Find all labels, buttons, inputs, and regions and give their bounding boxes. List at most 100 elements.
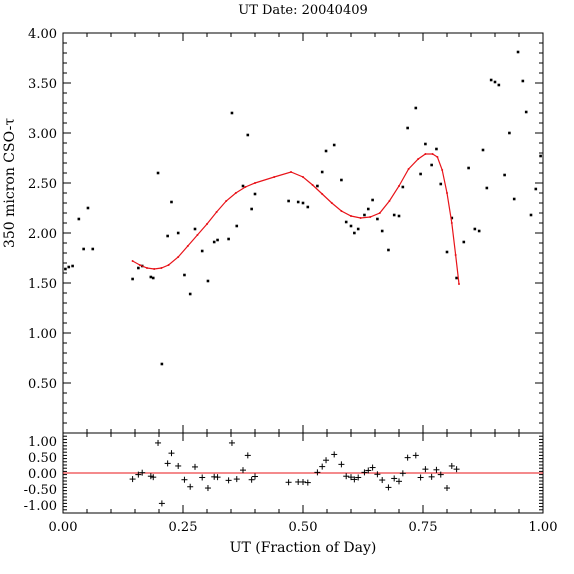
data-point — [524, 110, 528, 114]
data-point — [366, 207, 370, 211]
fit-point — [290, 171, 292, 173]
residual-point — [417, 474, 424, 481]
fit-point — [160, 267, 163, 269]
fit-point — [431, 153, 434, 155]
data-point — [497, 83, 501, 87]
residual-y-tick-label: 0.00 — [28, 467, 57, 482]
residual-point — [192, 463, 198, 470]
data-point — [493, 80, 497, 84]
residual-point — [433, 466, 440, 473]
data-point — [216, 238, 219, 242]
residual-point — [139, 469, 146, 476]
fit-point — [146, 267, 148, 269]
residual-point — [453, 466, 460, 473]
residual-point — [204, 485, 211, 492]
residual-point — [285, 479, 292, 486]
residual-point — [150, 474, 157, 481]
fit-point — [177, 256, 180, 258]
residual-point — [175, 462, 182, 469]
data-point — [160, 362, 164, 366]
fit-point — [273, 176, 276, 178]
data-point — [539, 154, 542, 158]
data-point — [206, 279, 210, 283]
residual-point — [369, 464, 376, 471]
fit-point — [417, 158, 420, 160]
data-point — [477, 229, 481, 233]
fit-point — [407, 168, 410, 170]
data-point — [344, 220, 348, 224]
data-point — [414, 106, 418, 110]
residual-point — [248, 476, 255, 483]
data-point — [455, 276, 458, 280]
residual-point — [233, 476, 240, 483]
fit-point — [311, 184, 314, 186]
data-point — [450, 216, 454, 220]
residual-point — [225, 477, 232, 484]
data-point — [250, 207, 253, 211]
residual-point — [314, 469, 321, 476]
fit-point — [244, 186, 247, 188]
data-point — [397, 214, 401, 218]
residual-point — [404, 454, 411, 461]
residual-point — [448, 462, 455, 469]
data-point — [212, 240, 216, 244]
residual-point — [158, 500, 165, 507]
residual-point — [240, 467, 246, 474]
residual-point — [300, 478, 306, 485]
fit-point — [350, 215, 352, 217]
data-point — [529, 213, 533, 217]
x-tick-label: 0.25 — [169, 520, 198, 535]
residual-point — [374, 471, 381, 478]
data-point — [77, 217, 81, 221]
fit-point — [186, 245, 189, 247]
residual-point — [164, 460, 171, 467]
data-point — [170, 200, 173, 204]
data-point — [406, 126, 409, 130]
residual-y-tick-label: 0.50 — [28, 451, 57, 466]
data-point — [521, 79, 525, 83]
fit-point — [446, 192, 448, 194]
y-tick-label: 1.00 — [28, 327, 57, 342]
data-point — [306, 205, 310, 209]
residual-point — [399, 470, 406, 477]
data-point — [363, 213, 366, 217]
residual-point — [323, 457, 330, 464]
residual-point — [252, 473, 258, 480]
fit-point — [458, 283, 460, 285]
data-point — [166, 234, 169, 238]
fit-point — [330, 202, 333, 204]
fit-point — [359, 217, 362, 219]
data-point — [392, 213, 396, 217]
data-point — [230, 111, 234, 115]
data-point — [246, 133, 250, 137]
residual-point — [181, 476, 188, 483]
data-point — [324, 149, 328, 153]
fit-point — [441, 169, 444, 171]
data-point — [320, 170, 324, 174]
chart-title: UT Date: 20040409 — [238, 3, 368, 18]
y-tick-label: 0.50 — [28, 377, 57, 392]
residual-point — [422, 466, 429, 473]
y-tick-label: 4.00 — [28, 27, 57, 42]
fit-point — [234, 192, 237, 194]
y-axis-label: 350 micron CSO-τ — [2, 118, 18, 248]
y-tick-label: 1.50 — [28, 277, 57, 292]
fit-curve — [132, 153, 460, 285]
data-point — [534, 187, 538, 191]
fit-point — [340, 210, 343, 212]
residual-point — [135, 471, 142, 478]
data-point — [419, 172, 422, 176]
data-point — [253, 192, 257, 196]
data-point — [376, 217, 379, 221]
data-point — [316, 184, 319, 188]
data-point — [353, 231, 356, 235]
data-point — [241, 184, 245, 188]
fit-point — [388, 200, 391, 202]
y-tick-label: 3.50 — [28, 77, 57, 92]
data-point — [508, 131, 511, 135]
data-point — [151, 276, 155, 280]
data-point — [503, 173, 506, 177]
fit-point — [321, 193, 324, 195]
x-tick-label: 0.50 — [289, 520, 318, 535]
